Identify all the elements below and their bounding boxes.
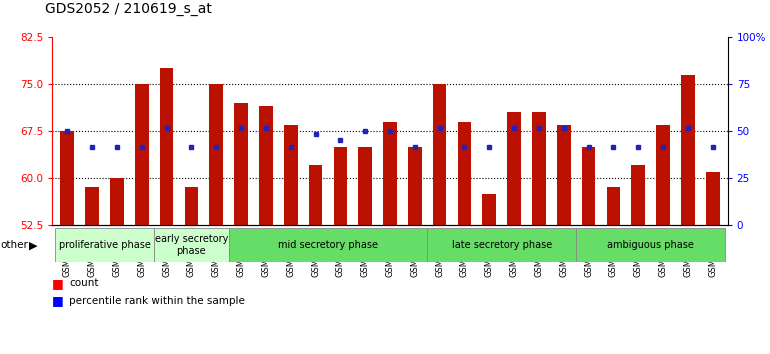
Bar: [259, 106, 273, 225]
Bar: [507, 112, 521, 225]
Bar: [383, 122, 397, 225]
Bar: [284, 125, 297, 225]
Bar: [309, 165, 323, 225]
Bar: [135, 84, 149, 225]
Bar: [408, 147, 422, 225]
Text: early secretory
phase: early secretory phase: [155, 234, 228, 256]
Bar: [656, 125, 670, 225]
Text: GDS2052 / 210619_s_at: GDS2052 / 210619_s_at: [45, 2, 212, 16]
Bar: [582, 147, 595, 225]
Text: other: other: [1, 240, 28, 250]
Bar: [333, 147, 347, 225]
Bar: [85, 187, 99, 225]
Bar: [154, 228, 229, 262]
Bar: [532, 112, 546, 225]
Bar: [234, 103, 248, 225]
Bar: [358, 147, 372, 225]
Bar: [457, 122, 471, 225]
Bar: [229, 228, 427, 262]
Bar: [483, 194, 496, 225]
Bar: [427, 228, 576, 262]
Text: ■: ■: [52, 277, 64, 290]
Bar: [209, 84, 223, 225]
Text: ambiguous phase: ambiguous phase: [608, 240, 694, 250]
Bar: [631, 165, 645, 225]
Bar: [110, 178, 124, 225]
Bar: [557, 125, 571, 225]
Bar: [681, 75, 695, 225]
Bar: [706, 172, 720, 225]
Text: late secretory phase: late secretory phase: [451, 240, 552, 250]
Text: percentile rank within the sample: percentile rank within the sample: [69, 296, 245, 306]
Bar: [55, 228, 154, 262]
Bar: [576, 228, 725, 262]
Bar: [185, 187, 198, 225]
Bar: [607, 187, 621, 225]
Text: ■: ■: [52, 295, 64, 307]
Bar: [60, 131, 74, 225]
Bar: [159, 68, 173, 225]
Bar: [433, 84, 447, 225]
Text: ▶: ▶: [29, 240, 38, 250]
Text: mid secretory phase: mid secretory phase: [278, 240, 378, 250]
Text: proliferative phase: proliferative phase: [59, 240, 150, 250]
Text: count: count: [69, 278, 99, 288]
